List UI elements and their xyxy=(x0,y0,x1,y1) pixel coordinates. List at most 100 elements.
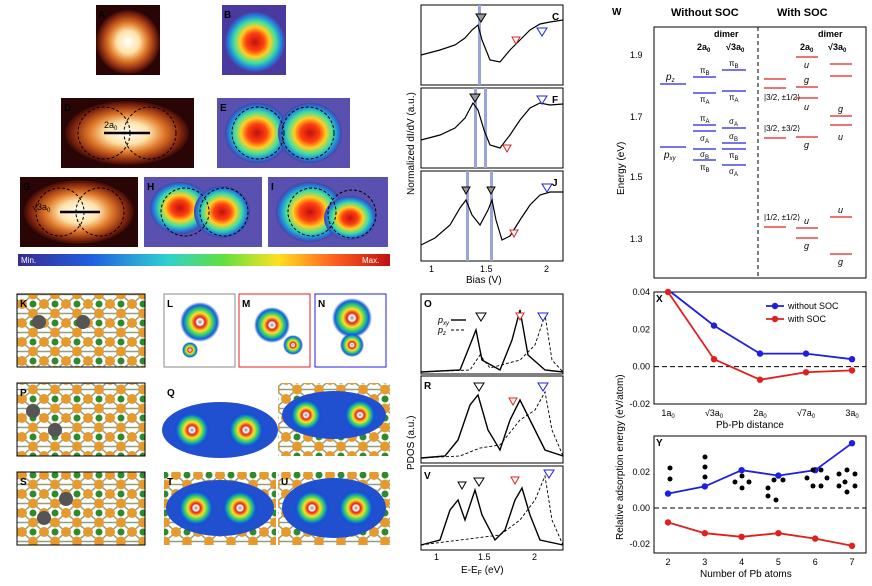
orb-l2a-5: σB xyxy=(700,150,709,161)
marker-j-gray1 xyxy=(461,186,471,196)
panel-label-q: Q xyxy=(167,388,175,399)
stm-panel-b: B xyxy=(222,5,286,75)
xtick-label: 7 xyxy=(849,557,854,567)
data-point xyxy=(738,467,745,474)
sts-xtick-3: 2 xyxy=(544,264,549,274)
marker-j-red xyxy=(509,229,519,239)
data-point xyxy=(710,322,718,329)
series-line xyxy=(667,521,853,547)
pdos-r-pz xyxy=(420,390,564,459)
dft-panel-q: Q xyxy=(162,383,278,458)
xtick-label: 2a0 xyxy=(753,408,767,420)
sts-xtick-1: 1 xyxy=(429,264,434,274)
orb-l2a-6: πB xyxy=(700,163,710,174)
soc-2a-4: g xyxy=(804,140,809,150)
g-distance-label: √3a0 xyxy=(32,202,51,214)
panel-label-f: F xyxy=(552,95,558,106)
orb-l2a-3: πA xyxy=(700,114,710,125)
scale-min-label: Min. xyxy=(21,256,36,265)
cluster-icons xyxy=(667,454,858,503)
col-2a-left: 2a0 xyxy=(697,42,711,54)
title-with-soc: With SOC xyxy=(777,7,828,19)
j-state-3: |1/2, ±1/2⟩ xyxy=(764,213,800,222)
ytick-label: 0.00 xyxy=(632,362,650,372)
structure-k: K xyxy=(16,293,146,368)
soc-2a-3: u xyxy=(804,102,809,112)
marker-c-gray xyxy=(475,13,487,23)
orb-l2a-4: σA xyxy=(700,134,709,145)
data-point xyxy=(664,519,672,526)
chart-y-xlabel: Number of Pb atoms xyxy=(700,569,792,580)
panel-label-r: R xyxy=(424,381,432,392)
panel-label-e: E xyxy=(220,103,227,114)
panel-label-m: M xyxy=(242,299,250,310)
orb-ls3-5: πB xyxy=(729,151,739,162)
panel-label-u: U xyxy=(281,477,288,488)
marker-v-black1 xyxy=(457,481,467,491)
orb-ls3-6: σA xyxy=(729,167,738,178)
col-2a-right: 2a0 xyxy=(800,42,814,54)
xtick-label: 3a0 xyxy=(845,408,859,420)
stm-panel-g: √3a0 G xyxy=(20,177,138,247)
marker-f-red xyxy=(502,144,512,154)
sts-curve-f xyxy=(420,101,564,149)
data-point xyxy=(664,288,672,296)
chart-shared-ylabel: Relative adsorption energy (eV/atom) xyxy=(615,374,626,540)
orb-l2a-1: πB xyxy=(700,66,710,77)
sts-xtick-2: 1.5 xyxy=(480,264,493,274)
orb-l2a-2: πA xyxy=(700,95,710,106)
legend-pxy: pxy xyxy=(437,315,450,327)
panel-label-s: S xyxy=(20,477,27,488)
pxy-label: pxy xyxy=(663,150,677,162)
data-point xyxy=(848,367,856,374)
dft-panel-q2 xyxy=(278,383,390,456)
pdos-r-pxy xyxy=(420,393,564,459)
sts-curve-c xyxy=(420,19,564,63)
legend-label: without SOC xyxy=(787,301,839,311)
ytick-label: 0.00 xyxy=(632,503,650,513)
data-point xyxy=(775,472,782,479)
xtick-label: 6 xyxy=(813,557,818,567)
panel-label-g: G xyxy=(23,182,31,193)
pz-label: pz xyxy=(665,72,675,84)
sts-xlabel: Bias (V) xyxy=(466,275,502,286)
sts-ylabel: Normalized dI/dV (a.u.) xyxy=(406,92,417,195)
dft-panel-m: M xyxy=(238,293,311,368)
series-line xyxy=(667,442,853,495)
j-state-2: |3/2, ±3/2⟩ xyxy=(764,124,800,133)
color-scale-bar: Min. Max. xyxy=(18,254,390,266)
soc-2a-5: u xyxy=(804,216,809,226)
pdos-xlabel: E-EF (eV) xyxy=(461,565,504,577)
soc-2a-1: u xyxy=(804,60,809,70)
xtick-label: √3a0 xyxy=(705,408,724,420)
marker-o-red xyxy=(515,312,525,322)
panel-label-h: H xyxy=(147,182,154,193)
xtick-label: 1a0 xyxy=(661,408,675,420)
j-state-1: |3/2, ±1/2⟩ xyxy=(764,93,800,102)
soc-s3-1: g xyxy=(838,104,843,114)
pdos-xtick-2: 1.5 xyxy=(478,552,491,562)
dimer-right: dimer xyxy=(818,29,843,39)
xtick-label: 2 xyxy=(665,557,670,567)
legend-marker xyxy=(771,315,779,323)
stm-panel-h: H xyxy=(144,177,262,247)
pdos-ylabel: PDOS (a.u.) xyxy=(406,416,417,470)
ytick-label: -0.02 xyxy=(629,399,650,409)
data-point xyxy=(664,490,672,497)
panel-label-b: B xyxy=(224,10,231,21)
ytick-3: 1.5 xyxy=(630,172,643,182)
dft-panel-t: T xyxy=(164,472,276,545)
panel-label-i: I xyxy=(271,182,274,193)
panel-label-j: J xyxy=(552,178,558,189)
panel-label-k: K xyxy=(20,299,28,310)
legend-marker xyxy=(771,302,779,310)
panel-label-l: L xyxy=(167,299,173,310)
ytick-label: 0.02 xyxy=(632,324,650,334)
panel-label-d: D xyxy=(64,103,71,114)
dft-panel-u: U xyxy=(278,472,390,545)
data-point xyxy=(775,530,782,537)
panel-label-c: C xyxy=(552,12,559,23)
pdos-panels: pxy pz O R V 1 1.5 2 E-EF (eV) PDOS (a.u… xyxy=(406,293,564,577)
data-point xyxy=(848,440,856,447)
